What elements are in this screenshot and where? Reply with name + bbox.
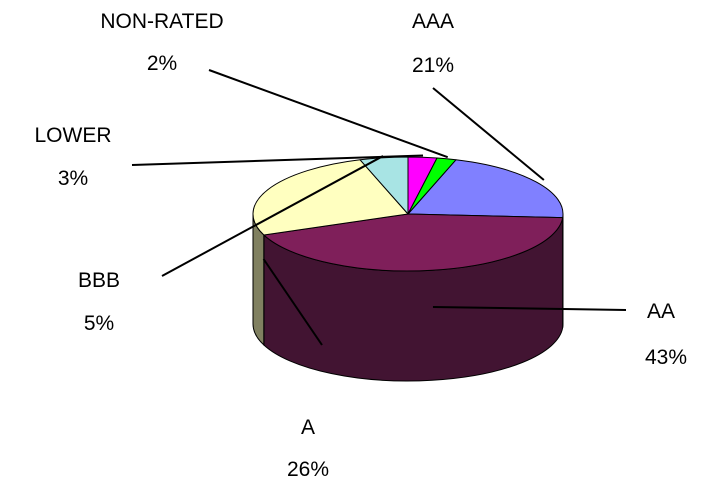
- leader-line-aa: [432, 305, 627, 311]
- label-lower: LOWER: [34, 124, 111, 147]
- leader-line-non-rated: [208, 69, 449, 159]
- leader-lines: [131, 69, 627, 346]
- slice-top-aaa: [407, 159, 564, 219]
- pie-tops: [252, 156, 564, 272]
- pie-sides: [252, 213, 564, 382]
- label-aaa: AAA: [412, 10, 454, 33]
- slice-top-aa: [263, 213, 564, 272]
- label-a: A: [301, 416, 315, 439]
- leader-line-a: [262, 258, 323, 346]
- label-non-rated: NON-RATED: [100, 10, 223, 33]
- value-aaa: 21%: [412, 54, 454, 77]
- value-bbb: 5%: [84, 312, 114, 335]
- slice-top-non-rated: [407, 157, 457, 215]
- leader-line-aaa: [432, 87, 545, 181]
- value-non-rated: 2%: [147, 52, 177, 75]
- leader-line-bbb: [161, 155, 384, 277]
- label-aa: AA: [647, 300, 675, 323]
- label-bbb: BBB: [78, 269, 120, 292]
- leader-line-lower: [131, 154, 424, 166]
- value-a: 26%: [287, 458, 329, 481]
- value-aa: 43%: [645, 346, 687, 369]
- value-lower: 3%: [58, 167, 88, 190]
